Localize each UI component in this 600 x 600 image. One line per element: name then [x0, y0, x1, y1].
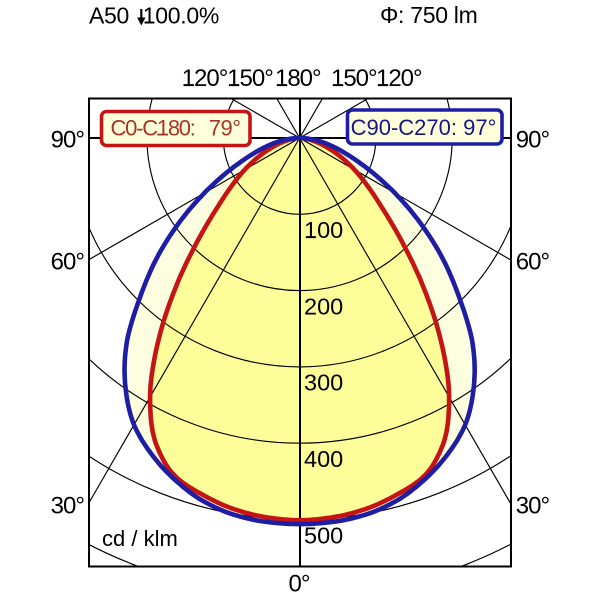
svg-text:90°: 90° — [51, 127, 85, 154]
svg-text:Φ: 750 lm: Φ: 750 lm — [380, 2, 477, 28]
svg-text:30°: 30° — [516, 493, 550, 520]
svg-text:90°: 90° — [516, 127, 550, 154]
svg-text:100: 100 — [304, 217, 343, 243]
svg-text:cd / klm: cd / klm — [102, 526, 178, 551]
svg-text:0°: 0° — [289, 571, 310, 598]
svg-text:150°: 150° — [227, 65, 273, 92]
svg-text:60°: 60° — [516, 248, 550, 275]
svg-text:100.0%: 100.0% — [143, 3, 219, 29]
svg-text:120°: 120° — [182, 65, 228, 92]
svg-text:300: 300 — [304, 370, 343, 396]
svg-text:C90-C270: 97°: C90-C270: 97° — [351, 115, 497, 140]
svg-text:200: 200 — [304, 293, 343, 319]
svg-text:500: 500 — [304, 522, 343, 548]
svg-text:A50: A50 — [89, 3, 129, 29]
svg-text:79°: 79° — [209, 116, 241, 141]
svg-text:C0-C180:: C0-C180: — [111, 116, 195, 141]
svg-text:180°: 180° — [275, 65, 321, 92]
svg-text:30°: 30° — [51, 493, 85, 520]
svg-text:400: 400 — [304, 446, 343, 472]
svg-text:150°: 150° — [331, 65, 377, 92]
svg-text:60°: 60° — [51, 248, 85, 275]
svg-text:120°: 120° — [376, 65, 422, 92]
